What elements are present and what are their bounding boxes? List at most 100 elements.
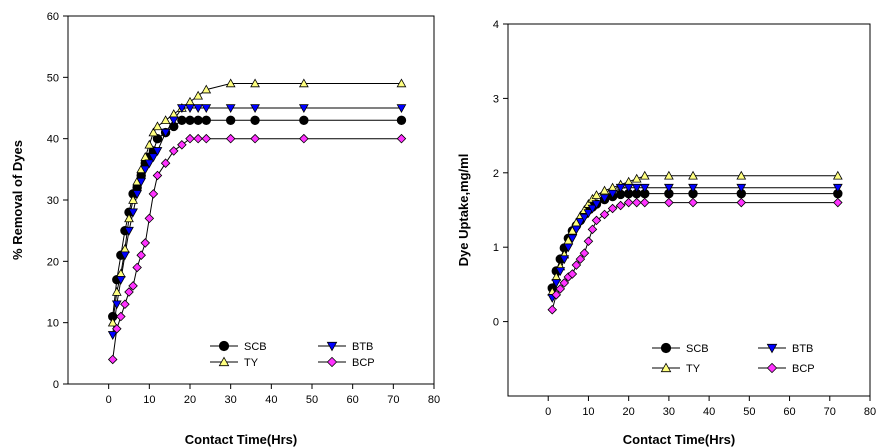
x-tick-label: 60	[783, 406, 795, 418]
y-tick-label: 0	[53, 379, 59, 391]
data-point-btb	[124, 226, 134, 236]
y-tick-label: 40	[47, 134, 59, 146]
data-point-btb	[160, 128, 171, 138]
plot-frame	[67, 15, 435, 385]
legend-item-bcp: BCP	[318, 356, 375, 369]
data-point-btb	[120, 251, 130, 261]
data-point-ty	[298, 78, 309, 88]
data-point-scb	[299, 115, 309, 125]
chart-dye-removal: 0 10 20 30 40 50 60 70 80 0 10 20 30 40 50 60 Contact Ti…	[10, 11, 440, 447]
legend-label: BTB	[352, 341, 373, 353]
y-tick-label: 10	[47, 318, 59, 330]
data-point-scb	[177, 115, 187, 125]
data-point-btb	[250, 104, 260, 114]
data-point-ty	[250, 78, 260, 88]
data-point-bcp	[833, 197, 843, 208]
data-point-bcp	[160, 158, 171, 168]
y-axis-title: Dye Uptake,mg/ml	[456, 154, 471, 267]
data-point-btb	[225, 104, 236, 114]
data-point-bcp	[107, 354, 118, 365]
data-point-scb	[193, 115, 203, 125]
legend: SCB TY BTB BCP	[210, 340, 375, 369]
data-point-ty	[599, 185, 610, 195]
data-point-bcp	[201, 133, 212, 144]
data-point-ty	[736, 170, 747, 180]
data-point-bcp	[177, 140, 187, 150]
data-point-btb	[571, 225, 582, 235]
data-point-btb	[140, 165, 151, 175]
data-point-bcp	[591, 215, 602, 226]
data-point-btb	[115, 275, 126, 285]
legend-item-btb: BTB	[758, 343, 813, 355]
data-point-ty	[107, 317, 118, 327]
data-point-bcp	[396, 133, 407, 144]
data-point-bcp	[575, 254, 586, 264]
data-point-btb	[664, 183, 674, 193]
data-point-btb	[132, 190, 143, 199]
x-tick-label: 20	[623, 406, 635, 418]
data-point-bcp	[124, 287, 134, 297]
data-point-ty	[631, 173, 642, 183]
data-point-bcp	[623, 197, 634, 208]
data-point-btb	[583, 209, 594, 218]
legend-marker-ty	[660, 362, 672, 373]
data-point-btb	[176, 104, 187, 114]
data-point-bcp	[193, 133, 203, 144]
data-point-btb	[563, 243, 574, 253]
x-tick-label: 0	[545, 406, 551, 418]
x-tick-label: 20	[184, 394, 196, 406]
data-point-bcp	[615, 200, 626, 211]
data-point-btb	[555, 267, 566, 277]
x-tick-label: 30	[663, 406, 675, 418]
y-tick-label: 30	[47, 195, 59, 207]
legend-item-scb: SCB	[210, 340, 267, 353]
data-point-bcp	[144, 213, 155, 224]
data-point-ty	[128, 194, 138, 204]
x-tick-label: 50	[743, 406, 755, 418]
legend-marker-btb	[766, 343, 778, 354]
data-point-bcp	[168, 146, 179, 156]
series-line-bcp	[112, 138, 402, 360]
data-point-btb	[201, 104, 212, 114]
data-point-btb	[136, 177, 147, 187]
data-point-ty	[168, 109, 179, 118]
legend-label: TY	[244, 357, 259, 369]
legend-marker-ty	[218, 356, 230, 367]
data-point-bcp	[148, 189, 159, 199]
data-point-bcp	[571, 260, 582, 270]
data-point-bcp	[299, 133, 309, 144]
legend-label: TY	[686, 363, 701, 375]
data-point-btb	[599, 194, 610, 204]
data-point-bcp	[639, 197, 650, 208]
data-point-ty	[124, 213, 134, 223]
data-point-btb	[639, 183, 650, 193]
data-point-bcp	[551, 290, 562, 300]
data-point-ty	[148, 127, 159, 137]
legend-item-ty: TY	[652, 362, 701, 375]
data-point-ty	[639, 170, 650, 180]
x-tick-label: 10	[143, 394, 155, 406]
data-point-bcp	[120, 299, 130, 310]
y-tick-label: 2	[493, 168, 499, 180]
data-point-scb	[185, 115, 195, 125]
x-axis-title: Contact Time(Hrs)	[623, 432, 735, 447]
data-point-bcp	[567, 269, 578, 279]
plot-frame	[507, 23, 871, 397]
x-tick-label: 80	[864, 406, 876, 418]
data-point-btb	[688, 183, 698, 193]
data-point-bcp	[555, 284, 566, 294]
legend-item-bcp: BCP	[758, 362, 815, 375]
data-point-btb	[144, 159, 155, 169]
x-tick-label: 40	[265, 394, 277, 406]
chart-dye-uptake: 0 10 20 30 40 50 60 70 80 0 1 2 3 4 Contact Time(Hrs) D…	[456, 19, 876, 447]
data-point-btb	[111, 300, 122, 310]
data-point-btb	[736, 183, 747, 193]
y-axis-title: % Removal of Dyes	[10, 140, 25, 260]
data-point-bcp	[250, 133, 260, 144]
data-point-scb	[225, 115, 236, 125]
y-tick-label: 1	[493, 242, 499, 254]
data-point-btb	[298, 104, 309, 114]
legend-label: SCB	[244, 341, 267, 353]
data-point-btb	[107, 331, 118, 340]
data-point-btb	[152, 147, 163, 156]
